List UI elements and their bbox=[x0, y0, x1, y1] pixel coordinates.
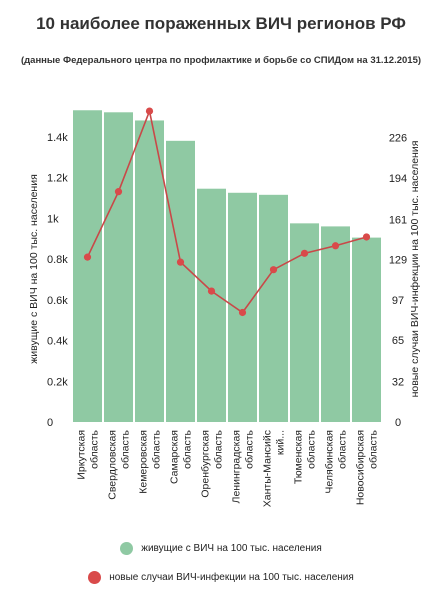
left-tick-label: 0.6k bbox=[47, 295, 68, 307]
x-tick-label-line: Кемеровская bbox=[138, 430, 150, 494]
left-tick-label: 0.2k bbox=[47, 376, 68, 388]
x-tick-label-line: область bbox=[337, 429, 349, 468]
x-tick-label-line: Оренбургская bbox=[200, 430, 212, 498]
legend-swatch-line bbox=[88, 571, 102, 584]
x-tick-label-line: Новосибирская bbox=[355, 430, 367, 505]
right-tick-label: 194 bbox=[389, 173, 407, 185]
line-point-2 bbox=[145, 107, 154, 115]
left-tick-label: 0 bbox=[47, 417, 53, 429]
x-axis-labels: Иркутскаяобласть Свердловскаяобласть Кемер… bbox=[76, 429, 380, 507]
x-tick-label-1: Свердловскаяобласть bbox=[107, 429, 132, 499]
bar-4 bbox=[197, 188, 226, 422]
legend-item-line[interactable]: новые случаи ВИЧ-инфекции на 100 тыс. на… bbox=[0, 571, 442, 584]
line-point-4 bbox=[207, 287, 216, 295]
bar-6 bbox=[259, 194, 288, 422]
bar-5 bbox=[228, 192, 257, 422]
left-tick-label: 0.8k bbox=[47, 254, 68, 266]
right-tick-label: 161 bbox=[389, 214, 407, 226]
line-series bbox=[83, 107, 371, 317]
line-point-0 bbox=[83, 253, 92, 261]
right-tick-label: 97 bbox=[392, 295, 404, 307]
x-tick-label-line: Иркутская bbox=[76, 430, 88, 480]
bar-0 bbox=[73, 110, 102, 422]
x-tick-label-5: Ленинградскаяобласть bbox=[231, 429, 256, 503]
line-point-1 bbox=[114, 188, 123, 196]
right-tick-label: 0 bbox=[395, 417, 401, 429]
left-axis-ticks: 0 0.2k 0.4k 0.6k 0.8k 1k 1.2k 1.4k bbox=[47, 132, 68, 429]
legend-item-bars[interactable]: живущие с ВИЧ на 100 тыс. населения bbox=[0, 542, 442, 555]
left-tick-label: 1k bbox=[47, 213, 59, 225]
line-point-3 bbox=[176, 258, 185, 266]
line-point-6 bbox=[269, 266, 278, 274]
line-path bbox=[86, 108, 367, 314]
x-tick-label-8: Челябинскаяобласть bbox=[324, 429, 349, 493]
chart-subtitle: (данные Федерального центра по профилакт… bbox=[20, 55, 422, 66]
legend-label-line: новые случаи ВИЧ-инфекции на 100 тыс. на… bbox=[109, 572, 354, 583]
x-tick-label-4: Оренбургскаяобласть bbox=[200, 429, 225, 497]
x-tick-label-line: Ханты-Мансийс bbox=[262, 430, 274, 507]
x-tick-label-7: Тюменскаяобласть bbox=[293, 429, 318, 484]
x-tick-label-3: Самарскаяобласть bbox=[169, 429, 194, 484]
legend-label-bars: живущие с ВИЧ на 100 тыс. населения bbox=[141, 543, 322, 554]
right-axis-label: новые случаи ВИЧ-инфекции на 100 тыс. на… bbox=[409, 141, 421, 398]
bars bbox=[73, 110, 381, 423]
x-tick-label-line: область bbox=[213, 429, 225, 468]
line-point-5 bbox=[238, 308, 247, 317]
x-tick-label-line: Свердловская bbox=[107, 430, 119, 500]
right-tick-label: 226 bbox=[389, 133, 407, 145]
right-tick-label: 65 bbox=[392, 335, 404, 347]
x-tick-label-line: область bbox=[151, 429, 163, 468]
x-tick-label-line: Самарская bbox=[169, 430, 181, 484]
x-tick-label-2: Кемеровскаяобласть bbox=[138, 429, 163, 493]
bar-8 bbox=[321, 226, 350, 422]
bar-9 bbox=[352, 237, 381, 422]
x-tick-label-line: область bbox=[306, 429, 318, 468]
right-axis-ticks: 0 32 65 97 129 161 194 226 bbox=[389, 133, 407, 429]
x-tick-label-0: Иркутскаяобласть bbox=[76, 429, 101, 479]
x-tick-label-line: кий... bbox=[275, 430, 287, 455]
x-tick-label-line: область bbox=[182, 429, 194, 468]
x-tick-label-line: область bbox=[89, 429, 101, 468]
x-tick-label-line: Челябинская bbox=[324, 430, 336, 494]
line-point-8 bbox=[331, 242, 340, 250]
x-tick-label-line: область bbox=[244, 429, 256, 468]
left-tick-label: 1.2k bbox=[47, 173, 68, 185]
bar-2 bbox=[135, 120, 164, 422]
line-point-9 bbox=[362, 233, 371, 241]
bar-3 bbox=[166, 140, 195, 422]
chart-title: 10 наиболее пораженных ВИЧ регионов РФ bbox=[36, 14, 406, 33]
left-tick-label: 1.4k bbox=[47, 132, 68, 144]
x-tick-label-6: Ханты-Мансийский... bbox=[262, 430, 287, 507]
left-axis-label: живущие с ВИЧ на 100 тыс. населения bbox=[28, 174, 40, 364]
x-tick-label-line: Ленинградская bbox=[231, 430, 243, 503]
right-tick-label: 32 bbox=[392, 377, 404, 389]
right-tick-label: 129 bbox=[389, 255, 407, 267]
x-tick-label-line: Тюменская bbox=[293, 430, 305, 484]
line-point-7 bbox=[300, 249, 309, 257]
legend-swatch-bars bbox=[120, 542, 134, 555]
x-tick-label-line: область bbox=[368, 429, 380, 468]
bar-1 bbox=[104, 112, 133, 423]
left-tick-label: 0.4k bbox=[47, 336, 68, 348]
x-tick-label-9: Новосибирскаяобласть bbox=[355, 429, 380, 505]
x-tick-label-line: область bbox=[120, 429, 132, 468]
